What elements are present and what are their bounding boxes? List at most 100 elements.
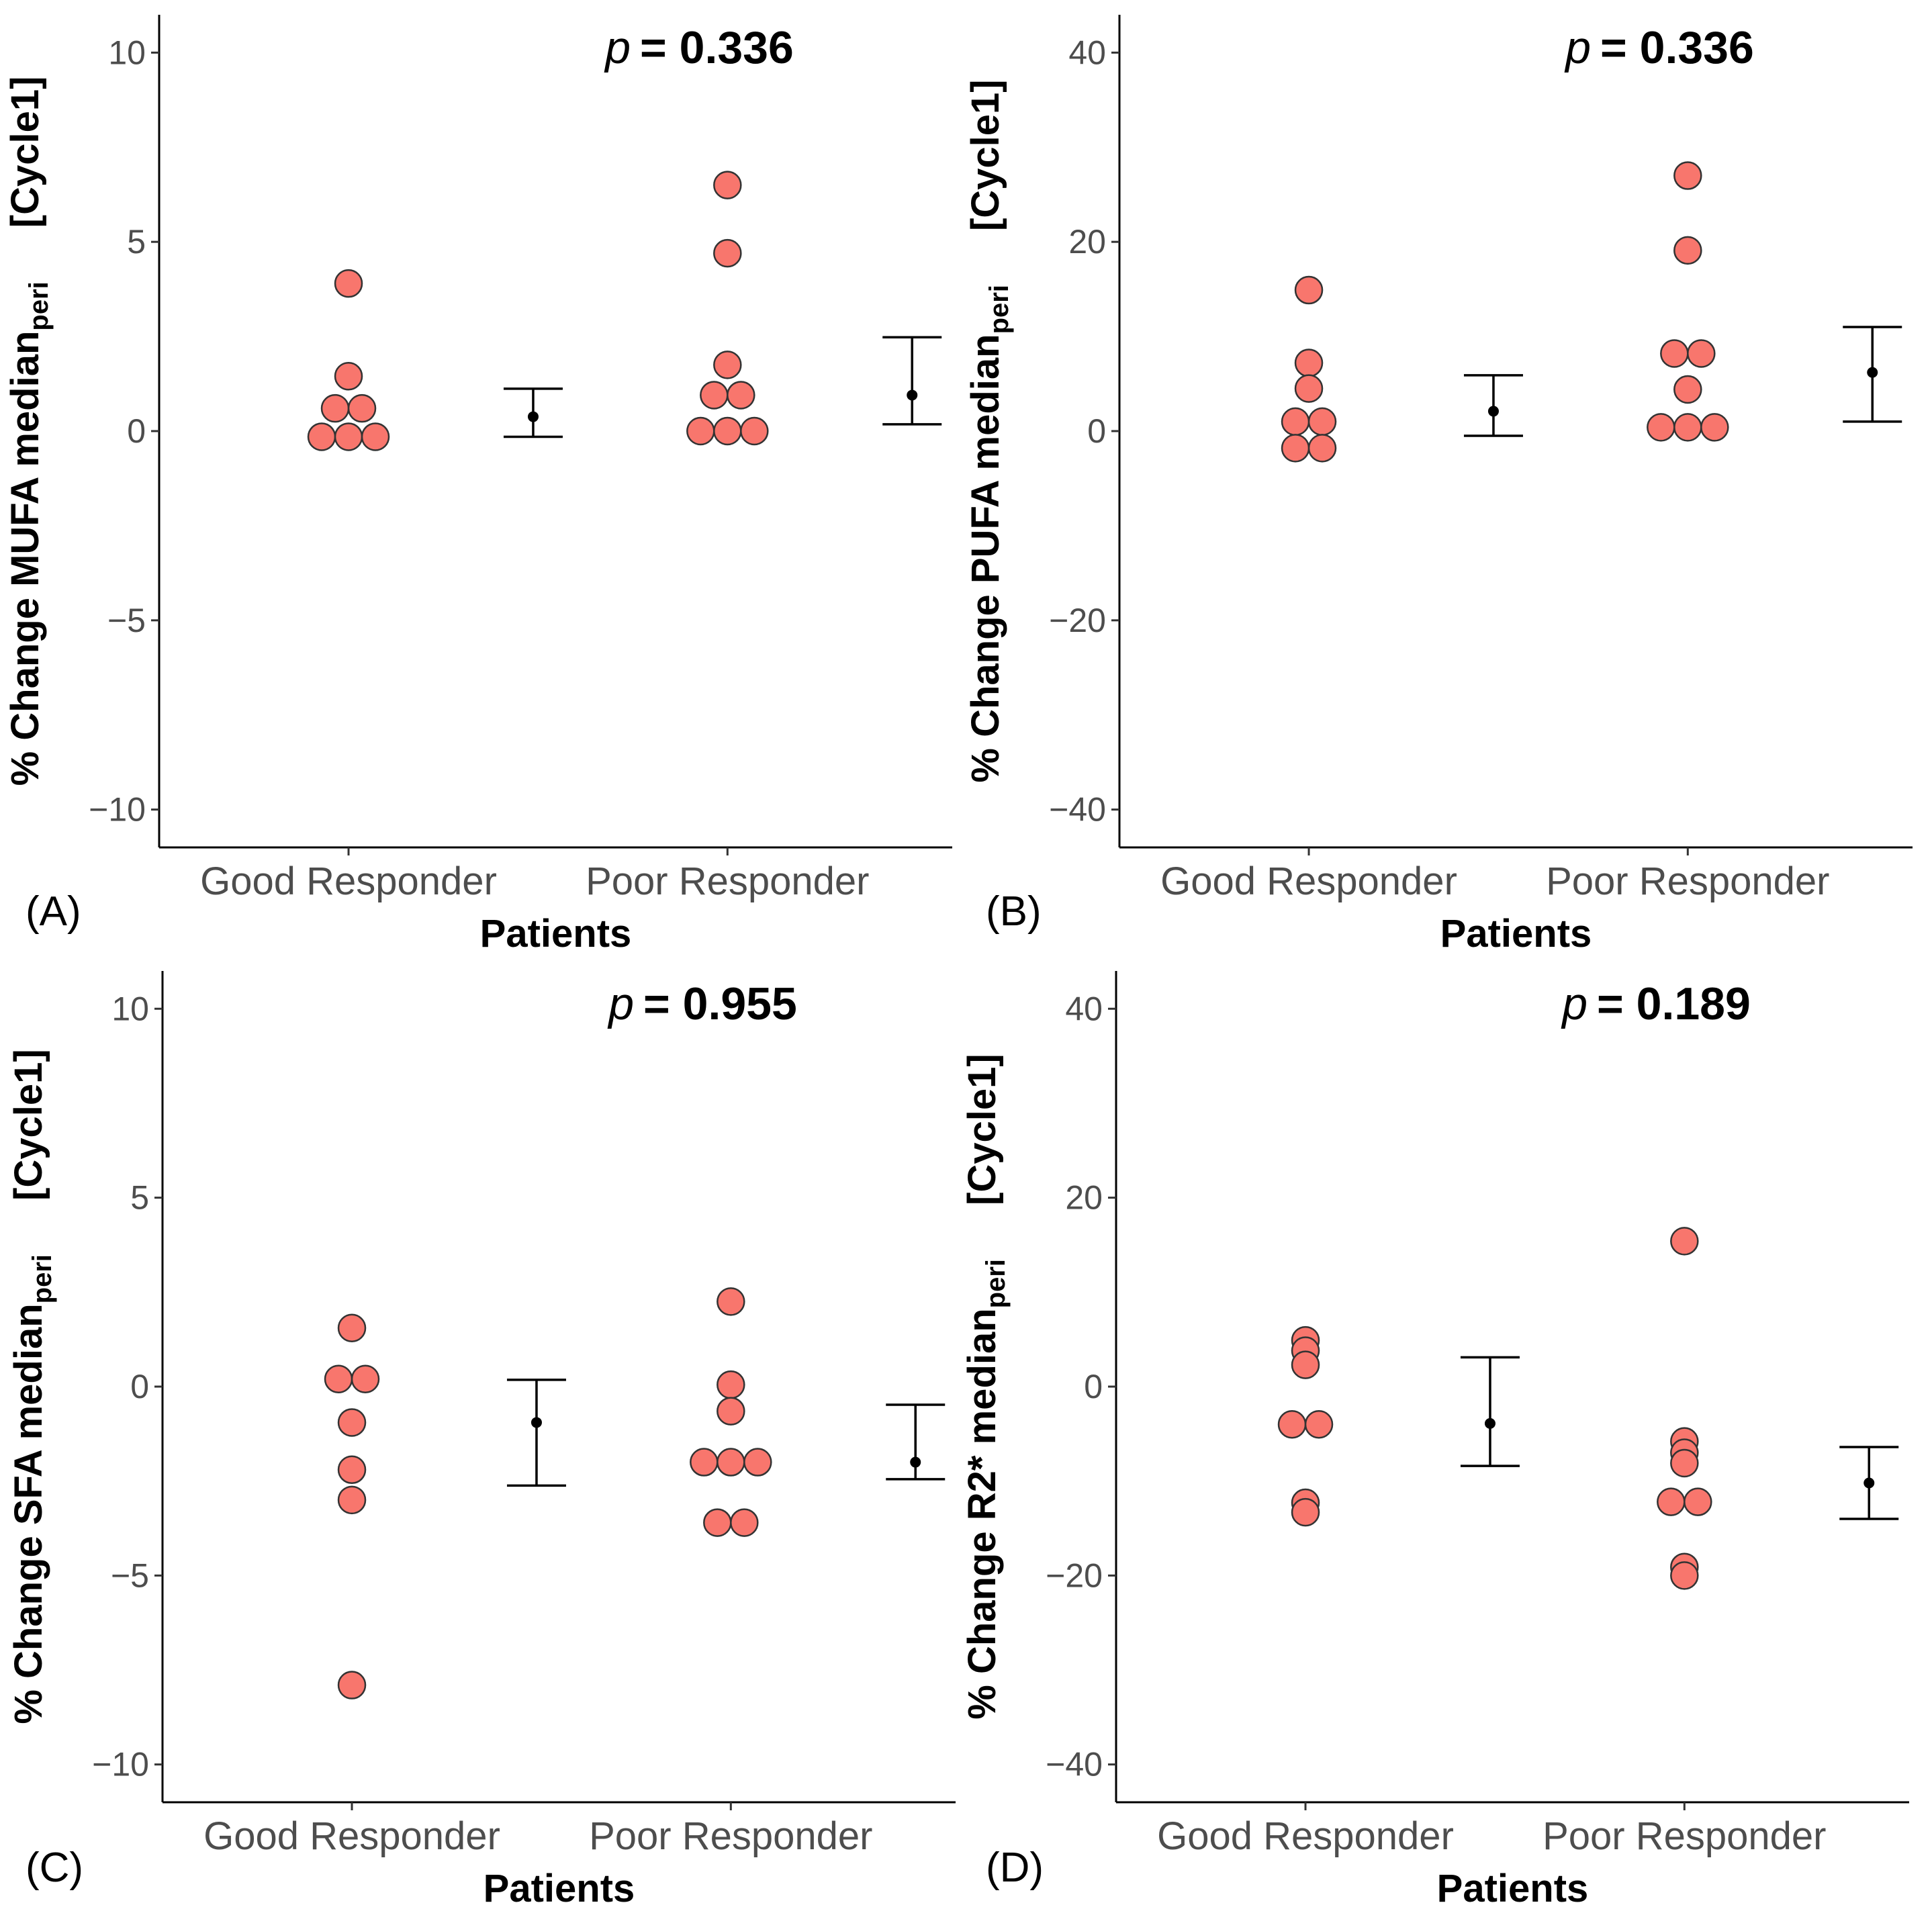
panel-label: (C) (26, 1845, 83, 1891)
y-tick-label: −20 (1046, 1556, 1103, 1594)
data-point (337, 1455, 367, 1485)
data-point (361, 422, 390, 451)
p-symbol: p (1564, 22, 1591, 73)
data-point (1687, 339, 1716, 368)
y-tick-label: 40 (1068, 34, 1106, 71)
y-axis-title-suffix: [Cycle1] (7, 1049, 50, 1201)
data-point (690, 1448, 719, 1477)
x-tick-label: Good Responder (200, 859, 497, 903)
x-tick-label: Poor Responder (1546, 859, 1829, 903)
data-point (1700, 413, 1729, 442)
data-point (1294, 348, 1324, 377)
data-point (717, 1370, 745, 1399)
y-axis-title-subscript: peri (984, 285, 1014, 334)
x-tick-label: Good Responder (1160, 859, 1457, 903)
data-point (1281, 407, 1310, 436)
y-axis-title-suffix: [Cycle1] (960, 1054, 1004, 1205)
y-tick-label: 10 (111, 990, 149, 1027)
data-point (347, 393, 377, 423)
p-value-annotation: p = 0.336 (604, 22, 794, 73)
y-tick-label: −10 (89, 791, 146, 829)
y-tick-label: −5 (107, 602, 146, 639)
chart-panel-2: −40 −20 0 20 40 Good Responder Poor Responder P… (964, 15, 1913, 956)
data-point (334, 269, 363, 298)
data-point (334, 422, 363, 451)
y-tick-label: 10 (108, 34, 146, 71)
y-axis-title-subscript: peri (981, 1259, 1011, 1308)
data-point (351, 1364, 380, 1393)
panel-label: (D) (986, 1845, 1044, 1891)
data-point (1307, 434, 1337, 463)
y-tick-label: −10 (92, 1746, 149, 1783)
data-point (703, 1508, 732, 1537)
p-value-annotation: p = 0.189 (1561, 978, 1751, 1029)
y-tick-label: 0 (130, 1368, 149, 1405)
y-tick-label: 0 (1084, 1368, 1103, 1405)
data-point (1670, 1448, 1699, 1478)
y-axis-title: % Change SFA medianperi [Cycle1] (7, 1049, 57, 1724)
y-axis-title-suffix: [Cycle1] (3, 77, 47, 228)
x-tick-label: Poor Responder (589, 1814, 872, 1858)
data-point (1673, 236, 1702, 265)
data-point (1673, 161, 1702, 190)
data-point (1294, 275, 1324, 305)
y-tick-label: 0 (127, 412, 146, 450)
p-value-text: = 0.955 (643, 978, 797, 1029)
mean-point (1484, 1417, 1496, 1429)
mean-point (1487, 406, 1499, 417)
data-point (727, 381, 755, 410)
p-symbol: p (1561, 978, 1588, 1029)
y-axis-title-main: % Change MUFA median (3, 331, 47, 786)
y-axis-title-main: % Change PUFA median (964, 334, 1007, 782)
x-tick-label: Poor Responder (586, 859, 869, 903)
x-tick-label: Poor Responder (1543, 1814, 1826, 1858)
y-tick-label: 20 (1065, 1179, 1103, 1217)
x-axis-title: Patients (1437, 1867, 1589, 1907)
data-point (1684, 1487, 1712, 1516)
data-point (1670, 1561, 1699, 1590)
data-point (320, 393, 350, 423)
y-tick-label: 5 (127, 223, 146, 261)
mean-point (531, 1417, 542, 1428)
p-value-annotation: p = 0.955 (607, 978, 797, 1029)
data-point (337, 1671, 367, 1700)
data-point (337, 1408, 367, 1437)
x-axis-title: Patients (480, 912, 632, 956)
mean-point (910, 1456, 921, 1468)
data-point (337, 1313, 367, 1343)
data-point (1294, 374, 1324, 403)
y-axis-title: % Change R2* medianperi [Cycle1] (960, 1054, 1011, 1719)
data-point (1670, 1227, 1699, 1256)
data-point (1660, 339, 1689, 368)
data-point (713, 238, 742, 268)
p-value-text: = 0.336 (640, 22, 794, 73)
y-axis-title: % Change PUFA medianperi [Cycle1] (964, 79, 1014, 782)
data-point (717, 1448, 745, 1477)
y-tick-label: −20 (1049, 602, 1106, 639)
data-point (1657, 1487, 1686, 1516)
data-point (730, 1508, 759, 1537)
data-point (717, 1287, 745, 1316)
y-tick-label: 0 (1087, 412, 1106, 450)
data-point (743, 1448, 772, 1477)
data-point (700, 381, 729, 410)
chart-panel-4: −40 −20 0 20 40 Good Responder Poor Responder P… (960, 971, 1909, 1907)
y-axis-title-subscript: peri (28, 1254, 57, 1303)
y-tick-label: −40 (1046, 1746, 1103, 1783)
y-tick-label: 40 (1065, 990, 1103, 1027)
data-point (1304, 1410, 1334, 1439)
y-axis-title-main: % Change R2* median (960, 1308, 1004, 1719)
data-point (307, 422, 336, 451)
mean-point (527, 411, 539, 422)
chart-panel-1: −10 −5 0 5 10 Good Responder Poor Responder Pat… (3, 15, 952, 956)
y-axis-title-suffix: [Cycle1] (964, 79, 1007, 231)
p-value-annotation: p = 0.336 (1564, 22, 1754, 73)
data-point (717, 1397, 745, 1426)
data-point (740, 416, 769, 446)
data-point (713, 171, 742, 199)
chart-panel-3: −10 −5 0 5 10 Good Responder Poor Responder Pat… (7, 971, 956, 1907)
p-value-text: = 0.189 (1597, 978, 1751, 1029)
y-axis-title-main: % Change SFA median (7, 1303, 50, 1724)
data-point (1647, 413, 1675, 442)
